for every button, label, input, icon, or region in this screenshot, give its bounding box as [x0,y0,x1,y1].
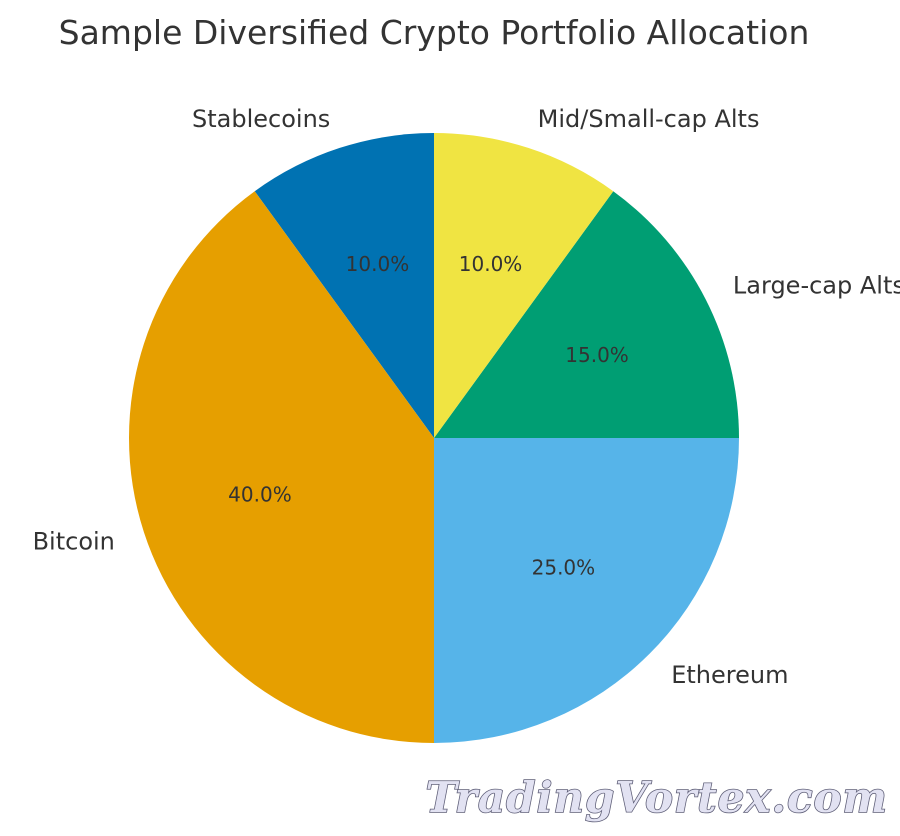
pie-slice-stablecoins [254,133,434,438]
pct-label-stablecoins: 10.0% [346,252,410,276]
slice-label-bitcoin: Bitcoin [33,528,115,556]
pie-slice-large-cap-alts [434,191,739,438]
watermark-logo: TradingVortex.com [426,773,888,822]
slice-label-mid-small-cap-alts: Mid/Small-cap Alts [538,105,760,133]
pie-slice-mid-small-cap-alts [434,133,614,438]
pie-slice-bitcoin [128,191,435,743]
pct-label-mid-small-cap-alts: 10.0% [459,252,523,276]
slice-label-ethereum: Ethereum [671,661,788,689]
pct-label-bitcoin: 40.0% [228,483,292,507]
chart-title: Sample Diversified Crypto Portfolio Allo… [59,13,810,52]
slice-label-large-cap-alts: Large-cap Alts [733,272,900,300]
slice-label-stablecoins: Stablecoins [192,105,330,133]
pct-label-ethereum: 25.0% [532,555,596,579]
pie-slice-ethereum [434,438,739,743]
pie-labels: 10.0% Stablecoins 40.0% Bitcoin 25.0% Ethereu… [33,105,900,689]
pie-slices [128,133,739,743]
pct-label-large-cap-alts: 15.0% [565,343,629,367]
